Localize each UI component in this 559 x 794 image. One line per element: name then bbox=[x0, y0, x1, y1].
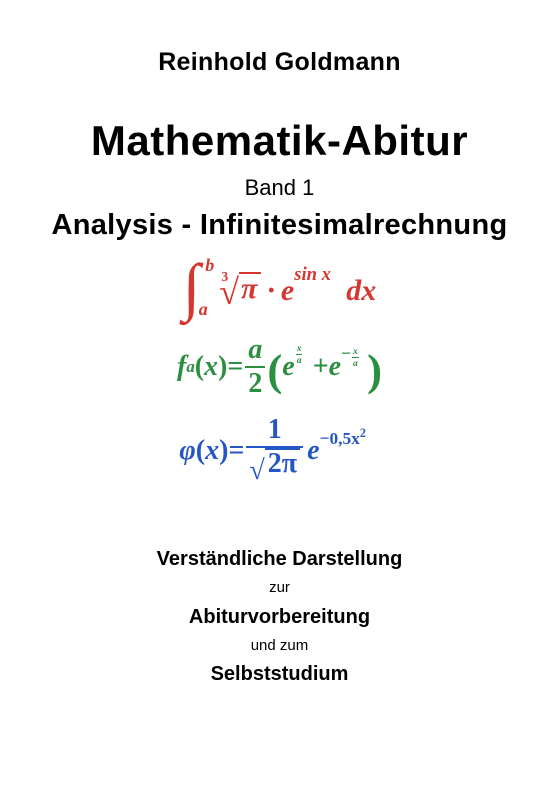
cube-root: 3 √ π bbox=[212, 275, 261, 307]
integral-upper-limit: b bbox=[205, 260, 214, 271]
exp-term: e sin x bbox=[281, 276, 294, 306]
book-cover: Reinhold Goldmann Mathematik-Abitur Band… bbox=[0, 0, 559, 794]
argument-x: x bbox=[204, 353, 218, 381]
plus-sign: + bbox=[313, 353, 329, 381]
exponent-sinx: sin x bbox=[294, 266, 331, 285]
fraction-1-over-sqrt2pi: 1 √ 2π bbox=[246, 416, 303, 484]
fraction-denominator: 2 bbox=[245, 366, 265, 398]
author-name: Reinhold Goldmann bbox=[158, 48, 401, 77]
e-base: e bbox=[281, 274, 294, 307]
big-paren-open: ( bbox=[267, 348, 282, 393]
blurb-line-1: Verständliche Darstellung bbox=[157, 543, 403, 576]
integral-sign-icon: ∫ b a bbox=[183, 268, 201, 306]
root-argument: 2π bbox=[265, 448, 300, 478]
equals-sign: = bbox=[227, 353, 243, 381]
volume-label: Band 1 bbox=[245, 175, 315, 201]
formula-block: ∫ b a 3 √ π · e sin x dx fa(x) = a 2 bbox=[177, 272, 382, 485]
fraction-numerator: a bbox=[245, 336, 265, 366]
big-paren-close: ) bbox=[367, 348, 382, 393]
blurb-line-4: und zum bbox=[157, 634, 403, 659]
root-index: 3 bbox=[221, 271, 228, 285]
function-subscript: a bbox=[186, 359, 194, 376]
fraction-a-over-2: a 2 bbox=[245, 336, 265, 398]
paren-close: ) bbox=[219, 437, 228, 465]
formula-integral: ∫ b a 3 √ π · e sin x dx bbox=[183, 272, 377, 310]
formula-catenary: fa(x) = a 2 (exa + e−xa) bbox=[177, 336, 382, 398]
exponent-2: −xa bbox=[341, 344, 360, 366]
phi-symbol: φ bbox=[179, 437, 195, 465]
paren-open: ( bbox=[196, 437, 205, 465]
exp-term: e −0,5x2 bbox=[307, 437, 319, 465]
equals-sign: = bbox=[228, 437, 244, 465]
book-subtitle: Analysis - Infinitesimalrechnung bbox=[52, 209, 508, 242]
exponent-1: xa bbox=[295, 344, 304, 366]
book-title: Mathematik-Abitur bbox=[91, 117, 468, 165]
radical-sign-icon: √ bbox=[249, 461, 264, 481]
paren-open: ( bbox=[195, 353, 204, 381]
formula-gaussian: φ(x) = 1 √ 2π e −0,5x2 bbox=[179, 416, 379, 484]
exp-term-1: exa bbox=[282, 353, 294, 381]
e-base: e bbox=[307, 435, 319, 466]
argument-x: x bbox=[205, 437, 219, 465]
blurb-line-3: Abiturvorbereitung bbox=[157, 601, 403, 634]
root-argument: π bbox=[239, 272, 261, 304]
exp-term-2: e−xa bbox=[329, 353, 341, 381]
multiplication-dot: · bbox=[267, 276, 275, 306]
blurb-line-5: Selbststudium bbox=[157, 658, 403, 691]
fraction-denominator: √ 2π bbox=[246, 446, 303, 484]
e2: e bbox=[329, 351, 341, 382]
e1: e bbox=[282, 351, 294, 382]
blurb-line-2: zur bbox=[157, 576, 403, 601]
exponent: −0,5x2 bbox=[320, 427, 366, 447]
integral-lower-limit: a bbox=[199, 304, 208, 315]
dx: dx bbox=[346, 276, 376, 306]
description-block: Verständliche Darstellung zur Abiturvorb… bbox=[157, 543, 403, 692]
fraction-numerator: 1 bbox=[265, 416, 285, 446]
function-name: f bbox=[177, 353, 186, 381]
paren-close: ) bbox=[218, 353, 227, 381]
